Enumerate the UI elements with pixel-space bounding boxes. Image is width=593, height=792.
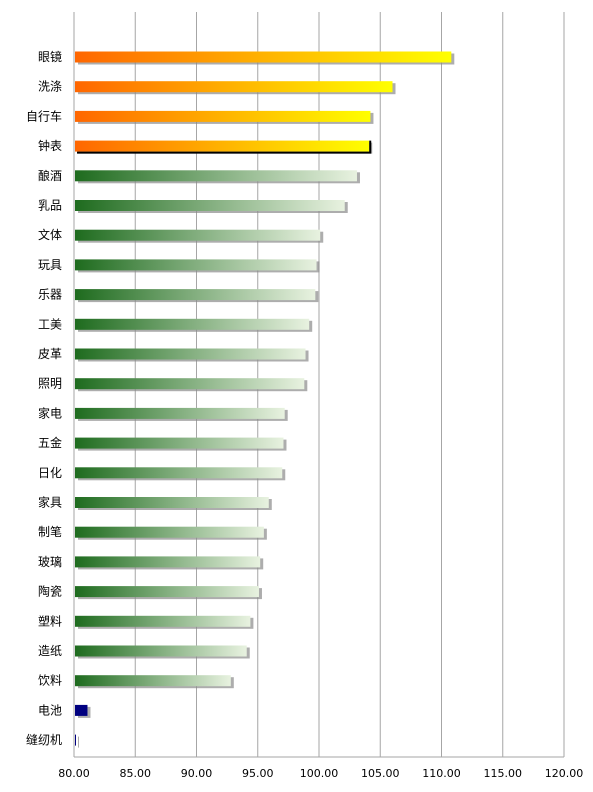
category-label: 五金 (38, 435, 62, 450)
bar-眼镜 (75, 51, 452, 63)
category-label: 自行车 (26, 108, 62, 123)
category-label: 工美 (38, 317, 62, 331)
category-label: 乐器 (38, 288, 62, 302)
bar-塑料 (75, 615, 251, 627)
x-tick-label: 120.00 (545, 767, 584, 780)
category-label: 眼镜 (38, 49, 62, 64)
category-label: 皮革 (38, 347, 62, 361)
bar-工美 (75, 318, 310, 330)
category-label: 日化 (38, 466, 62, 480)
x-tick-label: 105.00 (361, 767, 400, 780)
bar-家电 (75, 407, 285, 419)
bar-电池 (75, 704, 88, 716)
category-label: 酿酒 (38, 168, 62, 183)
bar-shadow (78, 736, 79, 748)
x-tick-label: 100.00 (300, 767, 339, 780)
category-label: 塑料 (38, 613, 62, 628)
bar-酿酒 (75, 170, 357, 182)
x-tick-label: 115.00 (484, 767, 523, 780)
category-label: 陶瓷 (38, 584, 62, 599)
x-tick-label: 90.00 (181, 767, 213, 780)
category-label: 乳品 (38, 199, 62, 213)
bar-制笔 (75, 526, 264, 538)
x-tick-label: 85.00 (120, 767, 152, 780)
bar-五金 (75, 437, 284, 449)
category-label: 文体 (38, 227, 62, 242)
bar-家具 (75, 497, 269, 508)
category-label: 洗涤 (38, 80, 62, 94)
category-label: 玻璃 (38, 555, 62, 569)
bar-玻璃 (75, 556, 261, 568)
x-tick-label: 110.00 (422, 767, 461, 780)
category-label: 造纸 (38, 644, 62, 658)
bar-文体 (75, 229, 321, 241)
category-label: 钟表 (38, 138, 62, 153)
bar-乐器 (75, 289, 316, 301)
category-label: 玩具 (38, 258, 62, 272)
bar-饮料 (75, 675, 231, 687)
x-axis-tick-labels: 80.00 85.00 90.00 95.00 100.00 105.00 110.00 11… (58, 767, 583, 780)
bar-自行车 (75, 110, 371, 122)
category-label: 制笔 (38, 524, 62, 539)
category-label: 家电 (38, 405, 62, 420)
x-tick-label: 95.00 (242, 767, 274, 780)
bar-乳品 (75, 200, 345, 211)
bar-钟表 (75, 140, 370, 152)
bar-造纸 (75, 645, 247, 657)
category-label: 饮料 (38, 674, 62, 688)
category-label: 电池 (38, 703, 62, 717)
bar-日化 (75, 467, 283, 479)
category-label: 缝纫机 (26, 732, 62, 747)
bar-照明 (75, 378, 305, 390)
bars (75, 51, 455, 748)
category-labels: 眼镜洗涤自行车钟表酿酒乳品文体玩具乐器工美皮革照明家电五金日化家具制笔玻璃陶瓷塑… (26, 49, 62, 747)
bar-洗涤 (75, 81, 393, 93)
bar-缝纫机 (75, 734, 76, 746)
category-label: 家具 (38, 495, 62, 510)
category-label: 照明 (38, 377, 62, 391)
x-tick-label: 80.00 (58, 767, 90, 780)
bar-皮革 (75, 348, 306, 360)
gridlines (73, 12, 565, 758)
bar-outline (77, 140, 372, 154)
bar-玩具 (75, 259, 317, 271)
bar-陶瓷 (75, 586, 259, 598)
